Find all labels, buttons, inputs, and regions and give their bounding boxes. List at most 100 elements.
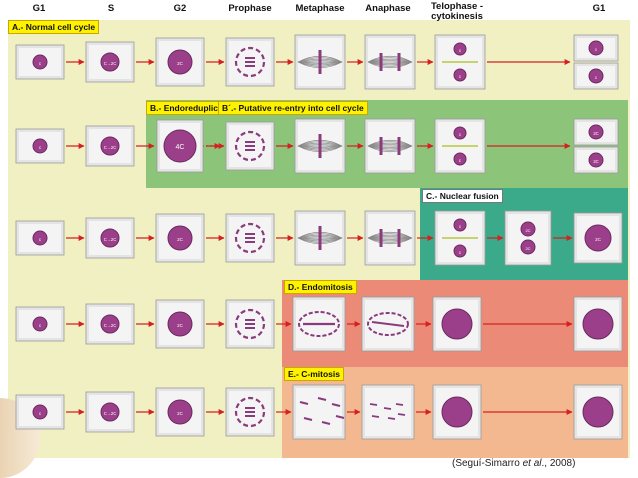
nucleus-label: c (39, 411, 42, 416)
prophase-cell (225, 213, 275, 263)
g2-cell: 2C (155, 213, 205, 263)
scattered-chromosome (299, 401, 309, 405)
spindle-fiber (367, 57, 413, 63)
spindle-fiber (367, 144, 413, 147)
g1-cell: c (15, 394, 65, 430)
nucleus-label: c (595, 75, 597, 80)
nuclei-approaching-cell: 2C 2C (504, 210, 552, 266)
nucleus (167, 311, 193, 337)
col-header-g1-end: G1 (592, 3, 606, 14)
col-header-metaphase: Metaphase (295, 3, 345, 14)
nucleus-label: C→2C (104, 61, 117, 66)
scattered-chromatid (369, 403, 378, 406)
s-phase-cell: C→2C (85, 303, 135, 345)
nucleus-label: C→2C (104, 145, 117, 150)
nucleus-label: 2C (177, 323, 184, 328)
citation-suffix: ., 2008) (541, 458, 576, 469)
nucleus (588, 68, 604, 84)
scattered-chromosome (317, 397, 327, 401)
spindle-fiber (367, 145, 413, 148)
col-header-g2: G2 (173, 3, 187, 14)
col-header-s: S (107, 3, 115, 14)
scattered-chromosome (303, 417, 313, 421)
nucleus (167, 225, 193, 251)
g1-cell: c (15, 220, 65, 256)
nucleus-label: c (39, 323, 42, 328)
intact-envelope (367, 312, 409, 336)
daughter-cell-top: c (573, 34, 619, 62)
anaphase-cell (364, 34, 416, 90)
nucleus-label: 2C (595, 237, 602, 242)
cytoplasm (365, 388, 411, 436)
spindle-fiber (367, 141, 413, 147)
nucleus-label: c (459, 250, 462, 255)
nucleus (453, 152, 467, 166)
col-header-prophase: Prophase (228, 3, 272, 14)
c-mitosis-anaphase-cell (361, 384, 415, 440)
nucleus (453, 244, 467, 258)
nucleus (453, 68, 467, 82)
nucleus (453, 126, 467, 140)
nucleus-label: 2C (593, 131, 598, 136)
prophase-cell (225, 299, 275, 349)
metaphase-cell (294, 34, 346, 90)
nucleus-label: 2C (525, 246, 530, 251)
metaphase-cell (294, 210, 346, 266)
endomitosis-metaphase-cell (292, 296, 346, 352)
nucleus (441, 396, 473, 428)
fragmenting-envelope (234, 130, 266, 162)
spindle-fiber (367, 61, 413, 64)
spindle-fiber (367, 145, 413, 151)
nucleus (453, 42, 467, 56)
row-tag-normal-cell-cycle: A.- Normal cell cycle (8, 20, 100, 34)
nucleus-label: C→2C (104, 237, 117, 242)
g1-cell: c (15, 128, 65, 164)
nucleus-label: c (459, 48, 462, 53)
spindle-fiber (367, 60, 413, 63)
g1-cell: c (15, 306, 65, 342)
prophase-cell (225, 121, 275, 171)
nucleus (100, 402, 120, 422)
prophase-cell (225, 387, 275, 437)
nucleus (32, 316, 48, 332)
g1-cell: c (15, 44, 65, 80)
c-mitosis-metaphase-cell (292, 384, 346, 440)
nucleus (441, 308, 473, 340)
endomitosis-end-cell (573, 296, 623, 352)
nucleus (588, 152, 604, 168)
nucleus-label: 2C (593, 159, 598, 164)
s-phase-cell: C→2C (85, 125, 135, 167)
row-tag-nuclear-fusion: C.- Nuclear fusion (422, 189, 503, 203)
nucleus (582, 396, 614, 428)
chromosome-row (371, 321, 405, 327)
spindle-fiber (367, 142, 413, 147)
anaphase-cell (364, 118, 416, 174)
endomitosis-result-cell (432, 296, 482, 352)
scattered-chromatid (397, 413, 406, 416)
metaphase-cell (294, 118, 346, 174)
spindle-fiber (367, 234, 413, 239)
nucleus-label: c (39, 61, 42, 66)
nucleus-label: c (459, 158, 462, 163)
nucleus (584, 224, 612, 252)
col-header-telophase: Telophase - cytokinesis (422, 2, 492, 22)
row-tag-endomitosis: D.- Endomitosis (284, 280, 357, 294)
fragmenting-envelope (234, 46, 266, 78)
row-tag-reentry: B´.- Putative re-entry into cell cycle (218, 101, 368, 115)
citation-prefix: (Seguí-Simarro (452, 458, 523, 469)
nucleus-label: c (459, 74, 462, 79)
fragmenting-envelope (234, 308, 266, 340)
fragmenting-envelope (234, 222, 266, 254)
nucleus (582, 308, 614, 340)
telophase-cell: cc (434, 118, 486, 174)
telophase-cell: cc (434, 34, 486, 90)
nucleus (32, 404, 48, 420)
scattered-chromatid (383, 407, 392, 410)
nucleus (167, 399, 193, 425)
intact-envelope (298, 311, 340, 337)
scattered-chromatid (387, 417, 396, 420)
col-header-telophase-line1: Telophase - (430, 1, 484, 12)
spindle-fiber (367, 61, 413, 66)
